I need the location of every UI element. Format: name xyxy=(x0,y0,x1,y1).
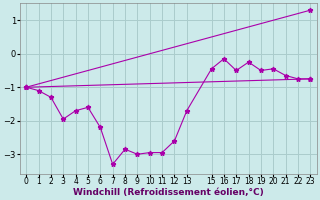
X-axis label: Windchill (Refroidissement éolien,°C): Windchill (Refroidissement éolien,°C) xyxy=(73,188,264,197)
